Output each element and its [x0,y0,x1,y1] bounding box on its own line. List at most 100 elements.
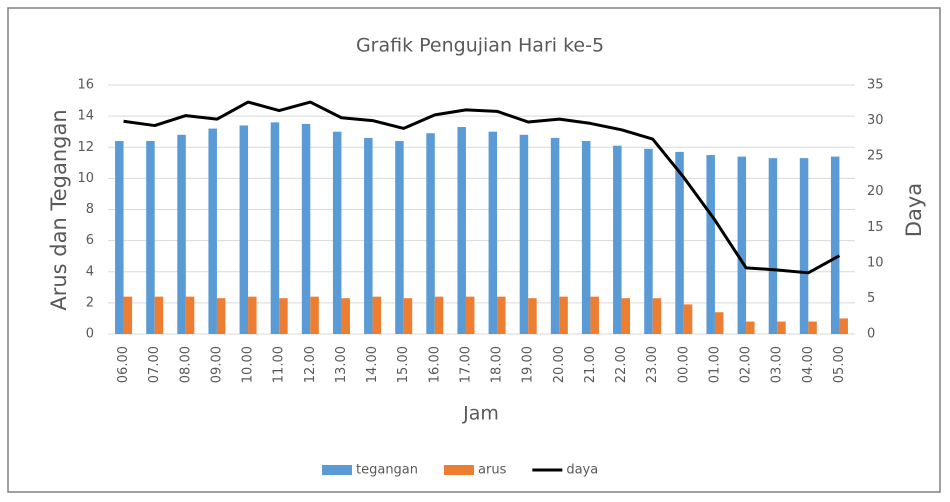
bar [146,141,155,334]
x-tick-label: 10.00 [241,346,256,383]
legend-label: daya [566,463,598,478]
bar [581,141,591,334]
x-tick-label: 21.00 [583,346,598,383]
bar [372,296,382,334]
bar [746,321,755,334]
line [123,100,841,275]
y-tick-label: 8 [86,202,94,217]
bar [683,304,693,334]
x-tick-label: 14.00 [365,346,380,383]
bar [123,296,133,334]
bar [714,312,724,334]
x-tick-label: 02.00 [739,346,754,383]
bar [652,298,662,334]
y-tick-label: 2 [86,295,94,310]
y-tick-label: 16 [77,78,94,93]
bar [777,321,786,334]
bar [403,298,413,334]
y-axis-title: Arus dan Tegangan [47,109,71,310]
legend-swatch [322,465,352,475]
bar [332,131,342,334]
y-tick-label: 14 [77,109,94,124]
bar [590,296,599,334]
bar [310,296,319,334]
bar [301,123,311,334]
bar [270,122,280,334]
bar [497,296,506,334]
x-tick-label: 22.00 [614,346,629,383]
x-tick-label: 06.00 [116,346,131,383]
x-axis-title: Jam [462,403,499,425]
bar [644,148,653,334]
x-tick-label: 12.00 [303,346,318,383]
x-tick-label: 18.00 [490,346,505,383]
y2-tick-label: 30 [867,113,884,128]
y2-tick-label: 15 [867,220,884,235]
bar [613,145,622,334]
bar [830,156,840,334]
x-tick-label: 07.00 [147,346,162,383]
x-tick-label: 09.00 [209,346,224,383]
bar [808,321,817,334]
bar [248,296,257,334]
bar [839,318,848,334]
x-tick-label: 01.00 [707,346,722,383]
x-tick-label: 19.00 [521,346,536,383]
chart-title: Grafik Pengujian Hari ke-5 [356,35,604,57]
x-tick-label: 03.00 [770,346,785,383]
bar [737,156,747,334]
bar [208,128,217,334]
bar [768,158,778,334]
y2-tick-label: 10 [867,255,884,270]
bar [239,125,249,335]
bar [216,298,226,334]
bar [488,131,498,334]
bar [519,134,529,334]
legend-swatch [444,465,475,475]
bar [550,137,560,334]
bar [675,151,684,334]
bar [621,298,631,334]
bar [341,298,350,334]
legend-label: tegangan [356,463,418,478]
y2-axis-title: Daya [902,183,926,237]
bar [115,141,124,334]
chart-frame [7,7,941,493]
bar [457,127,466,334]
legend-label: arus [478,463,507,478]
y2-tick-label: 0 [867,327,875,342]
bar [185,296,195,334]
bar [279,298,288,334]
x-tick-label: 13.00 [334,346,349,383]
x-tick-label: 20.00 [552,346,567,383]
bar [559,296,568,334]
bar [177,134,186,334]
bar [799,158,809,334]
x-tick-label: 00.00 [676,346,691,383]
y2-tick-label: 20 [867,184,884,199]
x-tick-label: 11.00 [272,346,287,383]
y-tick-label: 4 [86,264,94,279]
x-tick-label: 17.00 [458,346,473,383]
y-tick-label: 0 [86,327,94,342]
x-tick-label: 16.00 [427,346,442,383]
legend: tegangan arus daya [322,463,598,478]
bar [434,296,444,334]
x-tick-label: 08.00 [178,346,193,383]
bar [465,296,475,334]
y2-tick-label: 35 [867,78,884,93]
y-tick-label: 6 [86,233,94,248]
y-tick-label: 12 [77,140,94,155]
x-tick-label: 05.00 [832,346,847,383]
y2-tick-label: 5 [867,291,875,306]
bar [364,137,373,334]
bar [528,298,537,334]
x-tick-label: 15.00 [396,346,411,383]
bar [395,141,404,334]
bar [154,296,164,334]
y2-tick-label: 25 [867,149,884,164]
bar [706,155,715,334]
x-tick-label: 23.00 [645,346,660,383]
y-tick-label: 10 [77,171,94,186]
